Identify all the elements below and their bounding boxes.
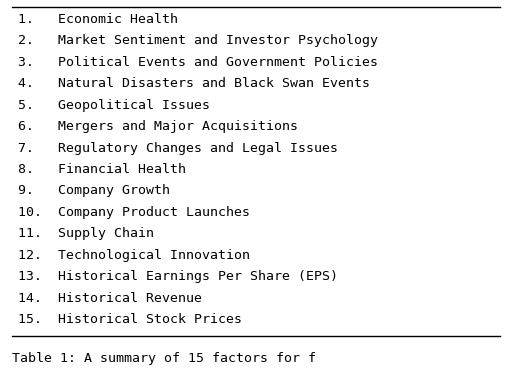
Text: 2.   Market Sentiment and Investor Psychology: 2. Market Sentiment and Investor Psychol…: [18, 34, 378, 47]
Text: 12.  Technological Innovation: 12. Technological Innovation: [18, 249, 250, 262]
Text: 9.   Company Growth: 9. Company Growth: [18, 184, 170, 197]
Text: 5.   Geopolitical Issues: 5. Geopolitical Issues: [18, 99, 210, 112]
Text: 8.   Financial Health: 8. Financial Health: [18, 163, 186, 176]
Text: 15.  Historical Stock Prices: 15. Historical Stock Prices: [18, 313, 242, 326]
Text: 6.   Mergers and Major Acquisitions: 6. Mergers and Major Acquisitions: [18, 120, 298, 133]
Text: 3.   Political Events and Government Policies: 3. Political Events and Government Polic…: [18, 56, 378, 69]
Text: 14.  Historical Revenue: 14. Historical Revenue: [18, 292, 202, 305]
Text: 13.  Historical Earnings Per Share (EPS): 13. Historical Earnings Per Share (EPS): [18, 270, 338, 283]
Text: 10.  Company Product Launches: 10. Company Product Launches: [18, 206, 250, 219]
Text: Table 1: A summary of 15 factors for f: Table 1: A summary of 15 factors for f: [12, 352, 316, 365]
Text: 7.   Regulatory Changes and Legal Issues: 7. Regulatory Changes and Legal Issues: [18, 142, 338, 154]
Text: 1.   Economic Health: 1. Economic Health: [18, 13, 178, 26]
Text: 11.  Supply Chain: 11. Supply Chain: [18, 227, 154, 240]
Text: 4.   Natural Disasters and Black Swan Events: 4. Natural Disasters and Black Swan Even…: [18, 77, 370, 90]
